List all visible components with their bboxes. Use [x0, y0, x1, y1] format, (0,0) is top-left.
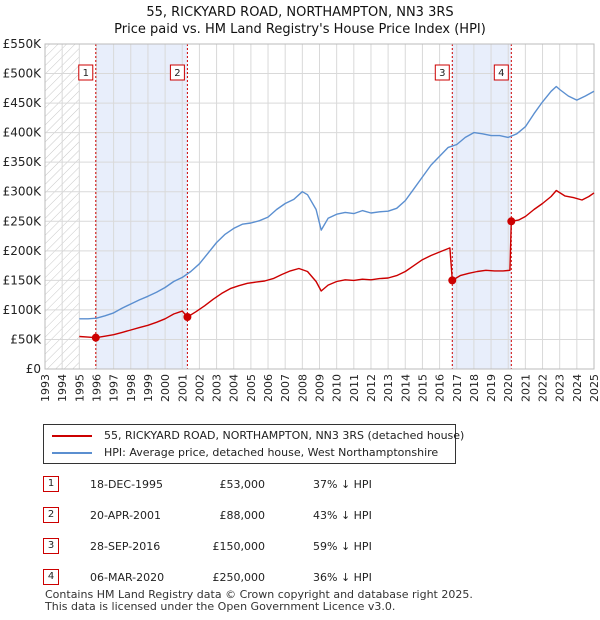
chart-title: 55, RICKYARD ROAD, NORTHAMPTON, NN3 3RS … [0, 4, 600, 38]
x-tick-label: 2019 [485, 374, 498, 402]
sale-marker-label: 1 [83, 68, 89, 79]
x-tick-label: 2006 [262, 374, 275, 402]
legend-swatch-property [52, 435, 92, 437]
legend-swatch-hpi [52, 452, 92, 454]
sale-row: 4 06-MAR-2020 £250,000 36% ↓ HPI [0, 567, 600, 589]
chart-title-line-1: 55, RICKYARD ROAD, NORTHAMPTON, NN3 3RS [146, 5, 454, 20]
y-tick-label: £50K [10, 332, 42, 346]
x-tick-label: 2016 [434, 374, 447, 402]
sale-number-badge: 3 [43, 538, 59, 554]
sale-marker-label: 3 [439, 68, 445, 79]
x-tick-label: 2000 [159, 374, 172, 402]
y-tick-label: £250K [3, 214, 43, 228]
sale-number-badge: 1 [43, 476, 59, 492]
legend-item-hpi: HPI: Average price, detached house, West… [52, 445, 438, 461]
y-tick-label: £200K [3, 244, 43, 258]
sale-point [507, 217, 516, 226]
x-tick-label: 2009 [314, 374, 327, 402]
x-tick-label: 1997 [108, 374, 121, 402]
x-tick-label: 2017 [451, 374, 464, 402]
y-tick-label: £400K [3, 126, 43, 140]
x-tick-label: 1998 [125, 374, 138, 402]
x-tick-label: 2010 [331, 374, 344, 402]
x-tick-label: 2007 [279, 374, 292, 402]
sale-hpi-diff: 43% ↓ HPI [313, 509, 372, 522]
x-tick-label: 2014 [399, 374, 412, 402]
sale-point [448, 276, 457, 285]
footer-line-2: This data is licensed under the Open Gov… [45, 600, 396, 613]
x-tick-label: 2008 [296, 374, 309, 402]
x-tick-label: 2015 [416, 374, 429, 402]
sale-marker-box [493, 64, 509, 81]
legend-label-property: 55, RICKYARD ROAD, NORTHAMPTON, NN3 3RS … [104, 429, 465, 442]
x-tick-label: 2018 [468, 374, 481, 402]
chart-title-line-2: Price paid vs. HM Land Registry's House … [114, 22, 486, 37]
x-tick-label: 2003 [211, 374, 224, 402]
sale-hpi-diff: 36% ↓ HPI [313, 571, 372, 584]
chart-plot: 1993 1994 1995 1996 1997 1998 1999 2000 2001 2002… [3, 37, 600, 402]
sale-number-badge: 2 [43, 507, 59, 523]
footer-line-1: Contains HM Land Registry data © Crown c… [45, 588, 473, 601]
x-tick-label: 2001 [176, 374, 189, 402]
x-tick-label: 1993 [39, 374, 52, 402]
ownership-period-shade [452, 44, 512, 369]
sale-marker-box [434, 64, 450, 81]
legend: 55, RICKYARD ROAD, NORTHAMPTON, NN3 3RS … [43, 424, 464, 464]
sale-marker-box [169, 64, 185, 81]
legend-label-hpi: HPI: Average price, detached house, West… [104, 446, 439, 459]
sale-marker-label: 2 [174, 68, 180, 79]
x-tick-label: 1996 [90, 374, 103, 402]
sale-price: £88,000 [219, 509, 266, 522]
x-tick-label: 2022 [537, 374, 550, 402]
x-tick-label: 2005 [245, 374, 258, 402]
x-tick-label: 2002 [193, 374, 206, 402]
x-tick-label: 2012 [365, 374, 378, 402]
sale-point [183, 313, 192, 321]
x-tick-label: 2021 [519, 374, 532, 402]
x-tick-label: 1995 [73, 374, 86, 402]
footer-attribution: Contains HM Land Registry data © Crown c… [45, 589, 473, 613]
legend-item-property: 55, RICKYARD ROAD, NORTHAMPTON, NN3 3RS … [52, 428, 464, 444]
y-tick-label: £100K [3, 303, 43, 317]
y-tick-label: £500K [3, 67, 43, 81]
x-tick-label: 1994 [56, 374, 69, 402]
y-tick-label: £350K [3, 155, 43, 169]
sale-date: 18-DEC-1995 [90, 478, 164, 491]
x-tick-label: 2024 [571, 374, 584, 402]
x-tick-label: 1999 [142, 374, 155, 402]
sale-price: £53,000 [219, 478, 266, 491]
sale-price: £250,000 [212, 571, 266, 584]
hpi-line [79, 85, 595, 320]
sale-marker-label: 4 [498, 68, 504, 79]
y-tick-label: £300K [3, 185, 43, 199]
x-tick-label: 2004 [228, 374, 241, 402]
x-tick-label: 2023 [554, 374, 567, 402]
sale-row: 3 28-SEP-2016 £150,000 59% ↓ HPI [0, 536, 600, 558]
sale-hpi-diff: 37% ↓ HPI [313, 478, 372, 491]
sale-date: 20-APR-2001 [90, 509, 162, 522]
x-tick-label: 2025 [588, 374, 600, 402]
sale-row: 1 18-DEC-1995 £53,000 37% ↓ HPI [0, 474, 600, 496]
y-tick-label: £450K [3, 96, 43, 110]
sale-date: 28-SEP-2016 [90, 540, 161, 553]
sale-number-badge: 4 [43, 569, 59, 585]
sale-marker-box [78, 64, 94, 81]
plot-frame [44, 43, 595, 370]
x-tick-label: 2011 [348, 374, 361, 402]
sale-hpi-diff: 59% ↓ HPI [313, 540, 372, 553]
x-tick-label: 2020 [502, 374, 515, 402]
sale-date: 06-MAR-2020 [90, 571, 165, 584]
y-tick-label: £0 [26, 362, 41, 376]
ownership-period-shade [95, 44, 188, 369]
sale-price: £150,000 [212, 540, 266, 553]
x-tick-label: 2013 [382, 374, 395, 402]
y-tick-label: £550K [3, 37, 43, 51]
y-tick-label: £150K [3, 273, 43, 287]
sale-point [91, 333, 100, 342]
sale-row: 2 20-APR-2001 £88,000 43% ↓ HPI [0, 505, 600, 527]
